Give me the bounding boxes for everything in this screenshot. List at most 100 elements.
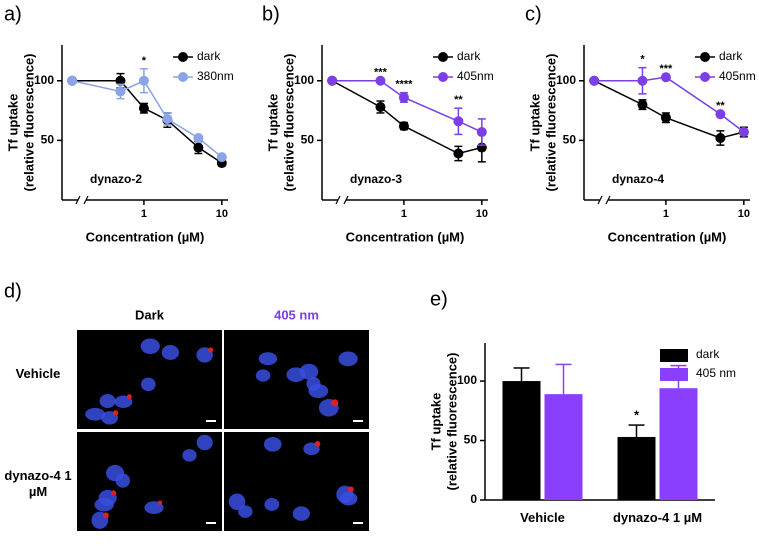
point <box>738 127 749 138</box>
x-tick-label: 1 <box>141 208 147 220</box>
nucleus <box>292 506 310 521</box>
x-tick-label: 1 <box>401 208 407 220</box>
x-tick-label: 10 <box>216 208 228 220</box>
y-axis-label: (relative fluorescence) <box>281 53 296 191</box>
point <box>476 127 487 138</box>
legend-label: 405nm <box>719 69 756 83</box>
point <box>375 102 386 112</box>
nucleus <box>115 473 131 488</box>
nucleus <box>182 449 197 462</box>
panel-label: c) <box>525 3 542 25</box>
legend-swatch <box>660 349 688 362</box>
x-axis-label: Concentration (µM) <box>608 229 727 244</box>
nucleus <box>140 338 160 354</box>
point <box>138 75 149 86</box>
point <box>398 121 409 132</box>
nucleus <box>238 505 253 518</box>
axis-break <box>83 195 89 205</box>
tf-spot <box>102 512 109 519</box>
nucleus <box>286 367 306 383</box>
y-axis-label: (relative fluorescence) <box>444 352 459 490</box>
column-header: 405 nm <box>274 307 319 322</box>
compound-label: dynazo-2 <box>90 172 142 186</box>
panel-label: b) <box>262 3 280 25</box>
tf-spot <box>208 347 214 353</box>
tf-spot <box>112 410 119 416</box>
nucleus <box>196 434 213 451</box>
axis-break <box>343 195 349 205</box>
bar <box>617 436 656 500</box>
x-axis-label: Concentration (µM) <box>346 229 465 244</box>
axis-break <box>597 195 603 205</box>
y-tick-label: 50 <box>464 433 478 447</box>
significance: * <box>142 55 147 67</box>
y-tick-label: 100 <box>457 373 477 387</box>
point <box>660 112 671 123</box>
legend-marker <box>700 72 710 82</box>
y-tick-label: 50 <box>301 133 315 147</box>
x-axis-label: Concentration (µM) <box>86 229 205 244</box>
nucleus <box>228 493 246 510</box>
axis-break <box>605 195 611 205</box>
tf-spot <box>111 490 117 496</box>
point <box>193 142 204 153</box>
panel-label: a) <box>4 3 22 25</box>
compound-label: dynazo-3 <box>350 172 402 186</box>
y-axis-label: (relative fluorescence) <box>21 53 36 191</box>
panel-label: e) <box>430 288 448 310</box>
significance: ** <box>716 100 725 112</box>
point <box>375 75 386 86</box>
legend-label: dark <box>719 49 743 63</box>
point <box>162 113 173 124</box>
legend-label: dark <box>457 49 481 63</box>
row-label: Vehicle <box>15 366 61 381</box>
y-axis-label: (relative fluorescence) <box>543 53 558 191</box>
series-line <box>72 79 223 158</box>
y-tick-label: 50 <box>41 133 55 147</box>
point <box>67 75 78 86</box>
point <box>115 86 126 97</box>
nucleus <box>258 352 278 366</box>
y-tick-label: 100 <box>34 73 54 87</box>
point <box>453 148 464 159</box>
point <box>398 92 409 103</box>
panel-label: d) <box>4 280 22 302</box>
point <box>660 72 671 83</box>
significance: * <box>634 408 640 423</box>
significance: **** <box>395 79 413 91</box>
x-tick-label: 1 <box>663 208 669 220</box>
compound-label: dynazo-4 <box>612 172 664 186</box>
legend-marker <box>700 52 710 62</box>
point <box>453 116 464 127</box>
nucleus <box>140 377 156 392</box>
y-axis-label: Tf uptake <box>5 94 20 152</box>
y-axis-label: Tf uptake <box>527 94 542 152</box>
nucleus <box>99 394 116 409</box>
tf-spot <box>314 440 321 447</box>
x-tick-label: dynazo-4 1 µM <box>612 510 703 525</box>
y-axis-label: Tf uptake <box>428 393 443 451</box>
legend-marker <box>178 52 188 62</box>
point <box>637 99 648 110</box>
significance: ** <box>454 94 463 106</box>
legend-label: 405nm <box>457 69 494 83</box>
legend-label: 405 nm <box>696 366 736 380</box>
row-label: dynazo-4 1 µM <box>4 468 72 499</box>
legend-label: dark <box>197 49 221 63</box>
bar <box>659 388 698 500</box>
nucleus <box>264 497 280 511</box>
tf-spot <box>126 394 132 400</box>
column-header: Dark <box>135 307 165 322</box>
point <box>589 75 600 86</box>
point <box>216 152 227 163</box>
nucleus <box>263 437 282 452</box>
x-tick-label: 10 <box>738 208 750 220</box>
y-axis-label: Tf uptake <box>265 94 280 152</box>
tf-spot <box>347 486 354 493</box>
micrographs <box>77 330 369 531</box>
y-tick-label: 50 <box>563 133 577 147</box>
bar <box>544 394 583 500</box>
point <box>115 75 126 86</box>
y-tick-label: 0 <box>470 492 477 506</box>
